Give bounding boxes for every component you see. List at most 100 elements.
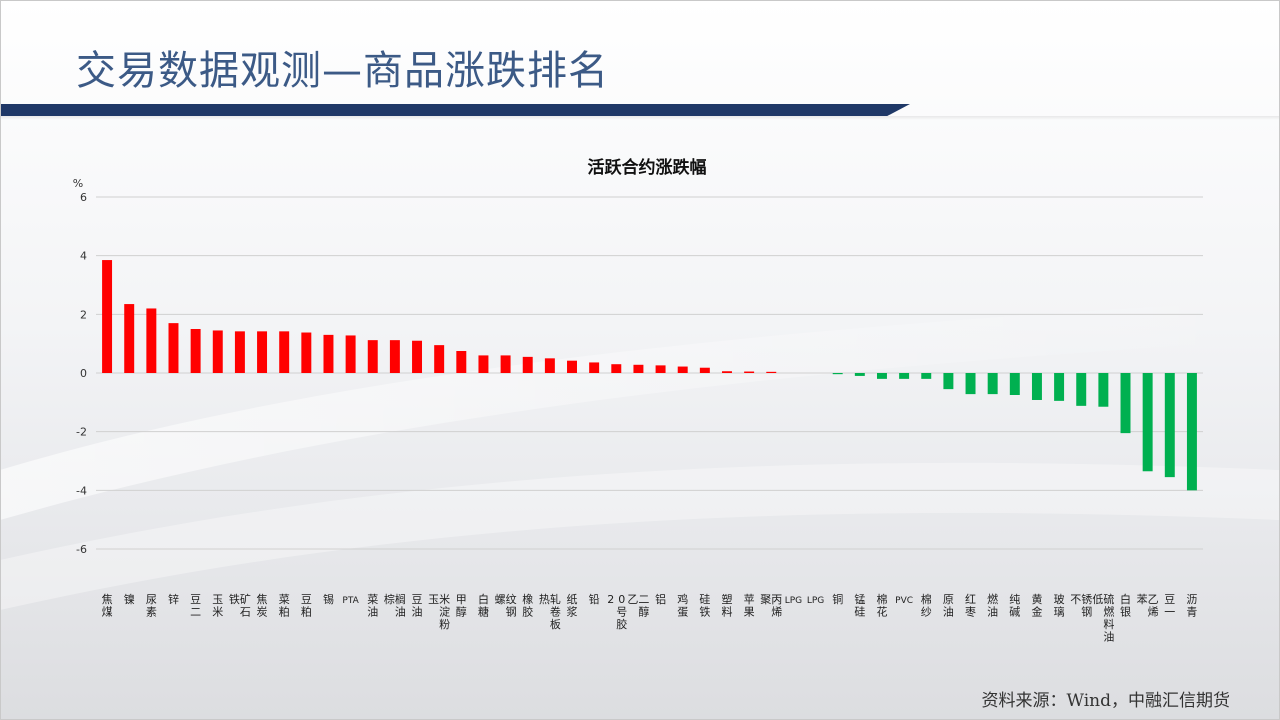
x-tick-label: 豆一 <box>1164 593 1175 619</box>
bar <box>677 366 688 373</box>
bar <box>832 373 843 375</box>
x-tick-label: PTA <box>342 596 359 606</box>
bar <box>744 371 755 373</box>
title-band <box>0 104 910 116</box>
bar <box>1098 373 1109 407</box>
bar <box>987 373 998 395</box>
x-tick-label: LPG <box>785 596 802 606</box>
bar <box>478 355 489 373</box>
x-tick-label: 焦炭 <box>257 593 268 619</box>
bar <box>1142 373 1153 472</box>
bar <box>279 331 290 373</box>
bar <box>722 371 732 373</box>
bar <box>367 340 378 373</box>
bar <box>1164 373 1175 478</box>
bar <box>633 364 644 373</box>
bar <box>1009 373 1020 395</box>
bar <box>522 356 533 373</box>
y-tick-label: 6 <box>80 191 87 204</box>
x-tick-label: 棉纱 <box>921 592 932 619</box>
bar <box>146 308 157 373</box>
bar <box>234 331 245 373</box>
bar <box>1031 373 1042 400</box>
bar <box>434 345 445 373</box>
x-tick-label: 菜油 <box>367 593 378 619</box>
page-title: 交易数据观测—商品涨跌排名 <box>76 48 609 94</box>
bar <box>965 373 976 395</box>
y-tick-label: -6 <box>76 543 87 556</box>
bar <box>323 334 334 373</box>
x-tick-label: 纸浆 <box>567 593 578 619</box>
chart-title: 活跃合约涨跌幅 <box>588 157 707 178</box>
x-tick-label: 玻璃 <box>1054 593 1065 619</box>
x-tick-label: 玉米 <box>212 593 223 619</box>
x-tick-label: 豆粕 <box>301 593 312 619</box>
bar <box>456 351 467 373</box>
bar <box>655 365 666 373</box>
bar <box>899 373 910 379</box>
x-tick-label: 焦煤 <box>102 593 113 619</box>
bar <box>544 358 555 373</box>
x-tick-label: 铅 <box>589 592 600 606</box>
x-tick-label: 黄金 <box>1031 592 1042 619</box>
bars <box>102 260 1197 491</box>
bar <box>345 335 356 373</box>
x-tick-label: 铜 <box>832 592 843 606</box>
bar <box>589 362 600 373</box>
x-tick-label: 菜粕 <box>279 593 290 619</box>
title-band-shadow <box>0 116 1280 120</box>
bar <box>168 323 179 373</box>
x-tick-label: 硅铁 <box>699 593 710 619</box>
y-tick-label: -4 <box>76 484 87 497</box>
x-tick-label: 尿素 <box>146 593 157 619</box>
x-tick-label: 玉米淀粉 <box>428 593 450 631</box>
bar <box>567 360 577 373</box>
bar <box>854 373 865 376</box>
bar <box>1076 373 1087 406</box>
x-tick-label: LPG <box>807 596 824 606</box>
x-tick-label: 白糖 <box>478 592 489 619</box>
x-tick-label: 橡胶 <box>522 593 533 619</box>
x-tick-label: 白银 <box>1120 592 1131 619</box>
x-tick-label: 聚丙烯 <box>760 593 782 619</box>
bar <box>500 355 511 373</box>
y-axis-unit: % <box>73 177 83 190</box>
x-tick-label: 棕榈油 <box>384 592 406 619</box>
x-tick-label: 2 0 号胶 <box>607 593 627 631</box>
bar <box>412 340 423 373</box>
x-tick-label: 甲醇 <box>456 593 467 619</box>
bar <box>921 373 932 379</box>
bar <box>212 330 223 373</box>
x-tick-label: 原油 <box>943 593 954 619</box>
bar <box>301 332 312 373</box>
x-tick-label: 红枣 <box>965 593 976 619</box>
bar <box>190 329 201 373</box>
bar <box>1186 373 1197 491</box>
x-tick-label: 铁矿石 <box>229 593 251 619</box>
x-tick-label: 鸡蛋 <box>677 592 688 619</box>
x-tick-label: 锰硅 <box>854 592 865 619</box>
bar <box>257 331 268 373</box>
x-tick-label: 锡 <box>323 592 334 606</box>
bar <box>611 364 622 373</box>
bar <box>102 260 113 373</box>
x-tick-label: 苯乙烯 <box>1137 592 1159 619</box>
bar <box>766 371 777 373</box>
x-tick-label: 螺纹钢 <box>495 592 517 619</box>
y-tick-label: 4 <box>80 250 87 263</box>
x-tick-label: 豆油 <box>412 593 423 619</box>
bar <box>699 367 710 373</box>
y-tick-label: 0 <box>80 367 87 380</box>
x-tick-label: 乙二醇 <box>627 593 649 619</box>
x-tick-label: 低硫燃料油 <box>1092 592 1114 644</box>
x-tick-label: 燃油 <box>987 592 998 619</box>
x-tick-label: 锌 <box>168 592 179 606</box>
x-tick-label: 苹果 <box>744 592 755 619</box>
bar <box>1054 373 1065 401</box>
x-tick-label: PVC <box>895 596 913 606</box>
bar <box>943 373 954 390</box>
x-tick-label: 纯碱 <box>1009 593 1020 619</box>
x-tick-label: 不锈钢 <box>1070 593 1092 619</box>
y-tick-label: 2 <box>80 308 87 321</box>
